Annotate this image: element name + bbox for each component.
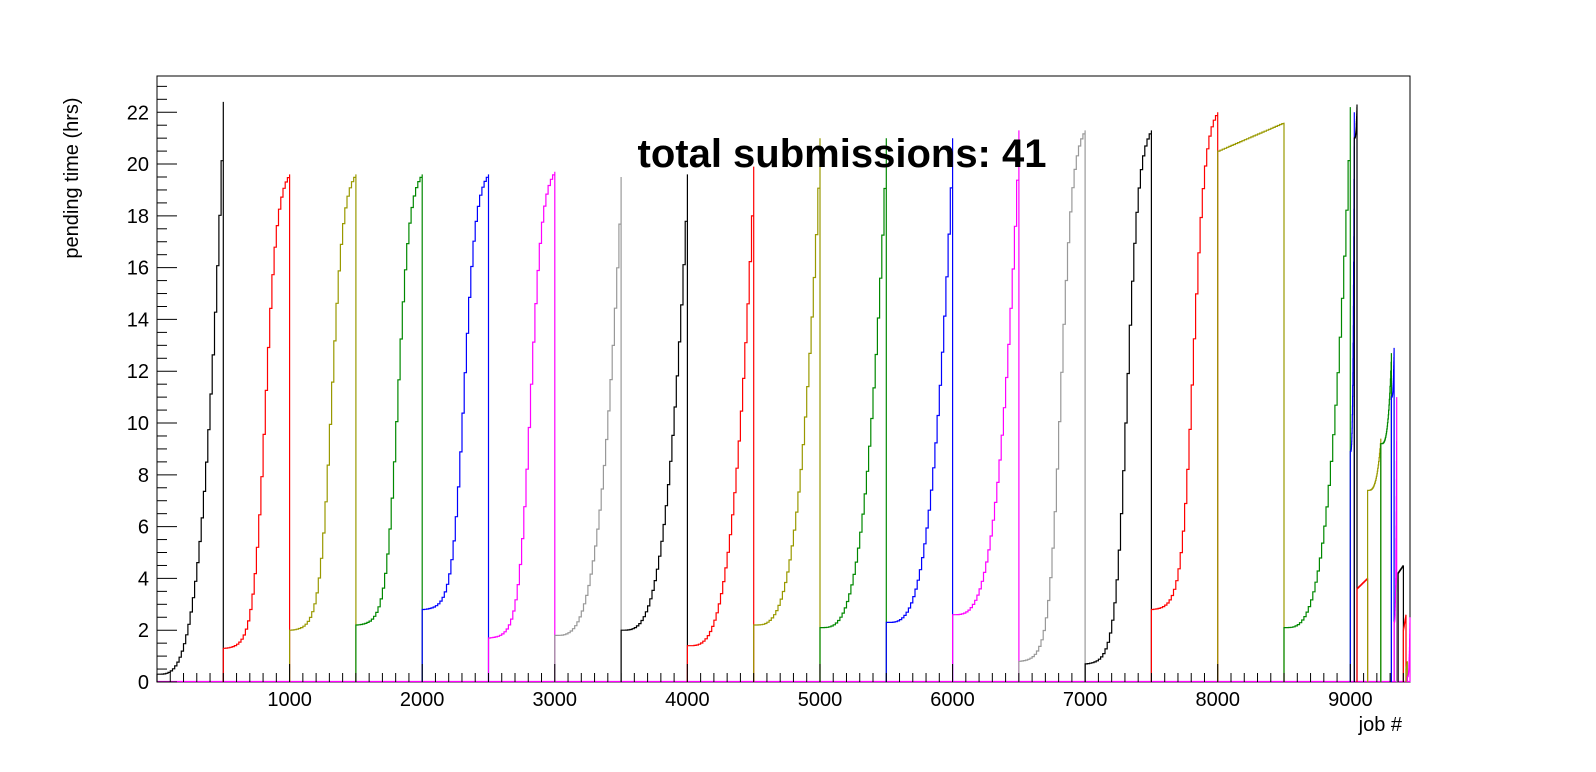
series-23 — [1380, 353, 1392, 682]
series-12 — [885, 138, 954, 682]
series-29 — [1405, 661, 1408, 682]
y-tick-label: 12 — [127, 361, 149, 383]
series-2 — [222, 174, 291, 682]
series-8 — [620, 174, 688, 682]
series-16 — [1150, 112, 1219, 682]
y-axis-label: pending time (hrs) — [61, 97, 83, 258]
series-24 — [1390, 347, 1395, 682]
x-tick-label: 2000 — [400, 689, 445, 711]
series-7 — [554, 177, 622, 682]
y-tick-label: 10 — [127, 413, 149, 435]
series-layer — [156, 101, 1411, 683]
series-1 — [156, 101, 224, 682]
y-tick-label: 4 — [138, 568, 149, 590]
chart-title: total submissions: 41 — [638, 132, 1047, 176]
y-tick-label: 14 — [127, 309, 149, 331]
series-17 — [1217, 122, 1285, 682]
series-30 — [1406, 617, 1411, 682]
y-axis: 0 2 4 6 8 10 12 14 16 18 20 22 — [127, 85, 177, 694]
y-tick-label: 2 — [138, 620, 149, 642]
y-tick-label: 18 — [127, 206, 149, 228]
y-tick-label: 8 — [138, 465, 149, 487]
series-5 — [421, 174, 490, 682]
series-22 — [1367, 438, 1382, 682]
series-28 — [1402, 614, 1407, 682]
x-tick-label: 4000 — [665, 689, 710, 711]
series-11 — [819, 138, 887, 682]
x-tick-label: 8000 — [1195, 689, 1240, 711]
x-tick-label: 9000 — [1328, 689, 1373, 711]
series-27 — [1397, 565, 1404, 682]
y-tick-label: 16 — [127, 258, 149, 280]
series-3 — [289, 174, 357, 682]
x-tick-label: 7000 — [1063, 689, 1108, 711]
x-tick-label: 1000 — [267, 689, 312, 711]
x-tick-label: 3000 — [533, 689, 578, 711]
y-tick-label: 6 — [138, 517, 149, 539]
series-13 — [952, 130, 1020, 682]
y-tick-label: 0 — [138, 672, 149, 694]
series-10 — [753, 138, 821, 682]
series-9 — [686, 166, 755, 682]
series-15 — [1084, 130, 1152, 682]
y-tick-label: 22 — [127, 102, 149, 124]
series-25 — [1393, 397, 1398, 682]
x-tick-label: 5000 — [798, 689, 843, 711]
series-4 — [355, 174, 423, 682]
series-21 — [1356, 578, 1369, 682]
x-axis: 1000 2000 3000 4000 5000 6000 7000 8000 9000 — [169, 664, 1404, 711]
series-6 — [487, 171, 556, 682]
x-tick-label: 6000 — [930, 689, 975, 711]
x-axis-label: job # — [1358, 714, 1403, 736]
series-18 — [1283, 107, 1351, 682]
series-20 — [1353, 104, 1358, 682]
y-tick-label: 20 — [127, 154, 149, 176]
series-14 — [1018, 130, 1086, 682]
